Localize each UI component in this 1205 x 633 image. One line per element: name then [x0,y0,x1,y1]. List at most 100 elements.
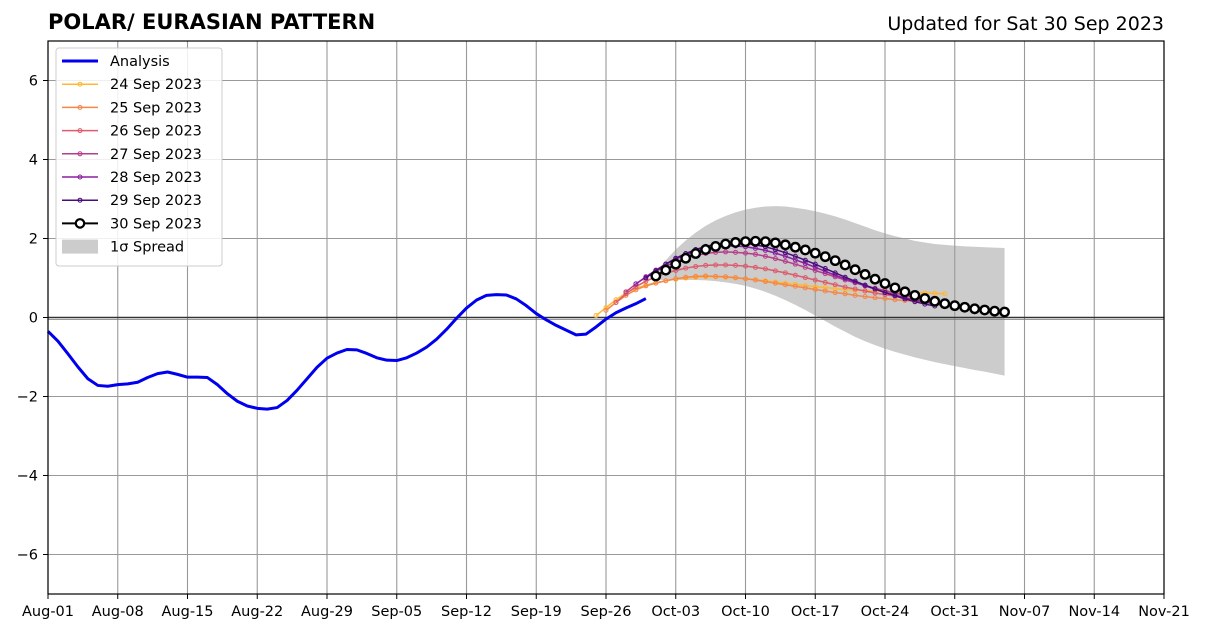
forecast-point [812,277,818,283]
forecast-point [633,287,639,293]
forecast-point [733,262,739,268]
current-forecast-point [779,239,791,251]
forecast-point [683,274,689,280]
legend-label: 28 Sep 2023 [110,170,202,186]
forecast-point [882,290,888,296]
forecast-point [733,249,739,255]
x-tick-label: Aug-01 [22,604,74,620]
forecast-point [663,278,669,284]
current-forecast-point [670,258,682,270]
forecast-point [802,257,808,263]
forecast-point [782,270,788,276]
current-forecast-point [829,255,841,267]
forecast-point [703,273,709,279]
current-forecast-point [979,304,991,316]
current-forecast-point [969,303,981,315]
analysis-line [46,293,647,411]
y-tick-label: 0 [29,311,38,327]
forecast-point [812,264,818,270]
current-forecast-point [999,306,1010,318]
legend-swatch-marker [77,128,83,134]
x-tick-label: Sep-26 [580,604,631,620]
legend-swatch-marker [77,81,83,87]
current-forecast-point [740,236,751,248]
x-tick-label: Sep-12 [441,604,492,620]
y-tick-label: 2 [29,232,38,248]
legend-swatch-marker [74,218,86,229]
x-tick-label: Aug-29 [301,604,353,620]
forecast-point [782,282,788,288]
y-tick-label: 6 [29,74,38,90]
forecast-point [762,266,768,272]
x-tick-label: Oct-17 [791,604,840,620]
current-forecast-point [899,286,911,298]
forecast-point [802,285,808,291]
forecast-point [772,268,778,274]
x-tick-label: Nov-07 [999,604,1051,620]
forecast-point [713,273,719,279]
current-forecast-point [730,237,741,248]
forecast-point [822,279,828,285]
forecast-point [842,274,848,280]
forecast-point [593,313,599,319]
y-tick-label: 4 [29,153,38,169]
x-tick-label: Oct-10 [721,604,770,620]
current-forecast-point [879,278,891,289]
forecast-point [812,261,818,267]
legend-label: 26 Sep 2023 [110,124,202,140]
forecast-point [832,270,838,276]
forecast-point [743,250,748,256]
forecast-point [812,284,818,290]
chart-title: POLAR/ EURASIAN PATTERN [48,10,375,34]
current-forecast-point [680,252,692,264]
legend-swatch-marker [77,104,83,110]
forecast-point [723,249,729,255]
x-tick-label: Nov-21 [1138,604,1190,620]
current-forecast-point [949,300,961,312]
forecast-point [872,295,878,301]
forecast-point [603,307,609,313]
forecast-point [703,262,709,268]
forecast-point [792,283,798,289]
forecast-point [892,293,898,299]
forecast-point [772,256,778,262]
forecast-point [752,277,758,283]
current-forecast-point [720,238,731,250]
forecast-point [862,288,868,294]
chart-subtitle: Updated for Sat 30 Sep 2023 [887,13,1164,35]
forecast-point [723,274,729,280]
x-tick-label: Sep-05 [371,604,422,620]
current-forecast-point [660,264,672,276]
forecast-point [872,286,878,292]
current-forecast-point [650,270,662,282]
current-forecast-point [889,282,901,294]
legend-label: 24 Sep 2023 [110,77,202,93]
forecast-point [852,286,858,292]
current-forecast-point [690,248,702,259]
forecast-line [605,275,945,311]
current-forecast-point [939,298,951,310]
forecast-point [613,299,619,305]
legend-swatch-marker [77,174,83,180]
forecast-point [633,281,639,287]
current-forecast-point [700,244,712,255]
x-tick-label: Aug-15 [162,604,214,620]
forecast-point [822,288,828,294]
forecast-point [782,250,788,256]
x-tick-label: Aug-22 [231,604,283,620]
forecast-point [792,272,798,278]
forecast-point [832,290,838,296]
y-tick-label: −6 [17,548,38,564]
current-forecast-point [929,295,941,307]
forecast-point [822,266,828,272]
forecast-point [762,279,768,285]
legend-label: 29 Sep 2023 [110,193,202,209]
forecast-point [932,290,938,296]
forecast-point [842,284,848,290]
spread-band [655,206,1005,376]
current-forecast-point [959,301,971,313]
current-forecast-point [789,241,801,253]
forecast-point [802,275,808,281]
current-forecast-point [919,293,931,304]
current-forecast-point [859,269,871,280]
